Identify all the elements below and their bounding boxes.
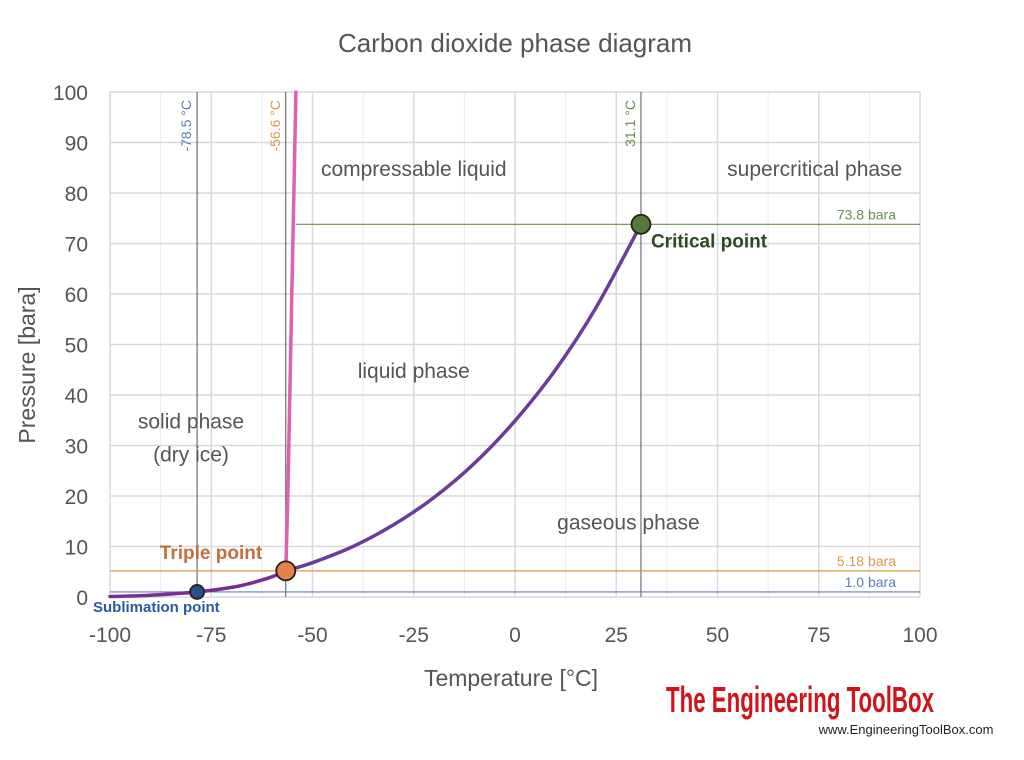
y-tick-label-10: 100	[53, 82, 88, 105]
brand-name: The Engineering ToolBox	[666, 679, 934, 720]
region-label-solid: solid phase	[138, 410, 244, 433]
y-tick-label-7: 70	[65, 234, 88, 257]
x-tick-label-3: -25	[399, 624, 429, 647]
key-points: Sublimation point Triple point Critical po…	[93, 213, 768, 616]
region-label-supercritical: supercritical phase	[727, 158, 902, 181]
triple-point-marker	[275, 560, 297, 582]
region-label-compressable-liquid: compressable liquid	[321, 158, 507, 181]
ref-label-horizontal-4: 5.18 bara	[837, 553, 896, 569]
y-tick-label-3: 30	[65, 436, 88, 459]
phase-region-labels: compressable liquid supercritical phase li…	[138, 158, 902, 535]
chart-title: Carbon dioxide phase diagram	[338, 28, 692, 58]
x-tick-label-1: -75	[196, 624, 226, 647]
critical-point-label: Critical point	[651, 231, 768, 252]
region-label-gaseous: gaseous phase	[557, 511, 699, 534]
y-tick-label-8: 80	[65, 183, 88, 206]
x-tick-label-5: 25	[605, 624, 628, 647]
y-tick-label-9: 90	[65, 133, 88, 156]
x-axis-label: Temperature [°C]	[424, 665, 598, 691]
ref-label-vertical-0: -78.5 °C	[178, 100, 194, 152]
series-vaporization-line	[284, 222, 643, 573]
y-tick-label-6: 60	[65, 284, 88, 307]
x-tick-label-2: -50	[297, 624, 327, 647]
sublimation-point-marker	[189, 584, 205, 600]
series-melting-line	[284, 90, 298, 573]
reference-lines: -78.5 °C -56.6 °C 31.1 °C 73.8 bara 5.18 bar…	[110, 92, 920, 597]
sublimation-point-label: Sublimation point	[93, 599, 220, 616]
critical-point-marker	[630, 213, 652, 235]
y-axis-label: Pressure [bara]	[14, 286, 40, 443]
grid	[109, 91, 921, 598]
x-tick-label-0: -100	[89, 624, 131, 647]
ref-label-horizontal-5: 1.0 bara	[845, 574, 897, 590]
brand-url: www.EngineeringToolBox.com	[818, 722, 994, 737]
y-tick-label-5: 50	[65, 335, 88, 358]
region-label-liquid: liquid phase	[358, 360, 470, 383]
ref-label-vertical-2: 31.1 °C	[622, 100, 638, 147]
ref-label-vertical-1: -56.6 °C	[267, 100, 283, 152]
x-tick-label-6: 50	[706, 624, 729, 647]
brand-logo: The Engineering ToolBox www.EngineeringT…	[666, 679, 993, 737]
triple-point-label: Triple point	[160, 543, 263, 564]
x-tick-label-8: 100	[902, 624, 937, 647]
region-label-solid-line2: (dry ice)	[153, 443, 229, 466]
tick-labels: -100 -75 -50 -25 0 25 50 75 100 0 10 20 30 40 50 60 70 80…	[53, 82, 938, 647]
y-tick-label-0: 0	[76, 587, 88, 610]
y-tick-label-2: 20	[65, 486, 88, 509]
y-tick-label-4: 40	[65, 385, 88, 408]
y-tick-label-1: 10	[65, 537, 88, 560]
x-tick-label-7: 75	[807, 624, 830, 647]
ref-label-horizontal-3: 73.8 bara	[837, 206, 896, 222]
x-tick-label-4: 0	[509, 624, 521, 647]
